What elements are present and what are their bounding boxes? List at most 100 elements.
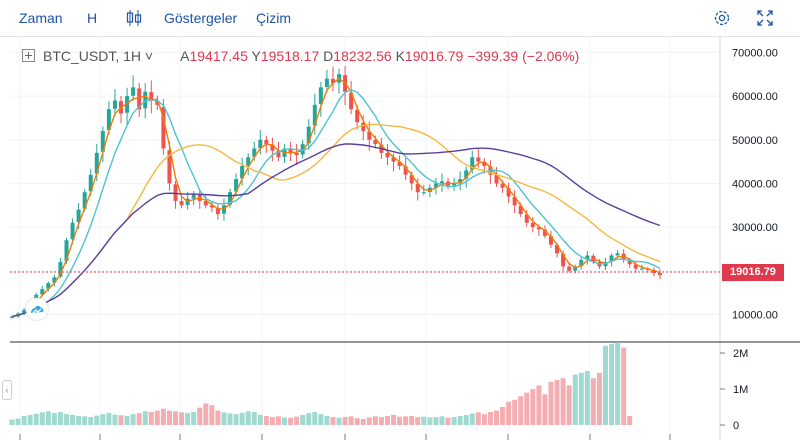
candle-body — [494, 175, 499, 184]
volume-bar — [554, 380, 560, 425]
interval-button[interactable]: H — [87, 10, 98, 26]
volume-bar — [70, 414, 76, 425]
candle-body — [106, 109, 111, 130]
candle-body — [627, 260, 632, 265]
volume-bar — [518, 396, 524, 425]
volume-bar — [530, 389, 536, 425]
candle-body — [209, 205, 214, 208]
volume-bar — [469, 413, 475, 425]
candle-body — [306, 126, 311, 144]
candle-body — [324, 78, 329, 87]
volume-bar — [9, 419, 15, 425]
volume-bar — [548, 381, 554, 425]
volume-bar — [263, 416, 269, 425]
candle-body — [125, 96, 130, 113]
volume-bar — [282, 417, 288, 425]
drawing-button[interactable]: Çizim — [256, 10, 291, 26]
candle-body — [58, 262, 63, 277]
symbol-label[interactable]: BTC_USDT, 1H — [43, 48, 142, 64]
candle-body — [391, 157, 396, 162]
volume-bar — [463, 414, 469, 425]
ohlc-legend: BTC_USDT, 1H ˅ A19417.45 Y19518.17 D1823… — [22, 48, 579, 64]
volume-bar — [615, 342, 621, 425]
ma-fast-line — [11, 77, 661, 318]
candle-body — [143, 91, 148, 109]
volume-bar — [124, 416, 130, 425]
candle-body — [506, 188, 511, 197]
candle-body — [512, 196, 517, 206]
candle-body — [246, 157, 251, 166]
volume-bar — [433, 417, 439, 425]
volume-bar — [39, 412, 45, 425]
volume-bar — [148, 412, 154, 425]
candle-body — [137, 88, 142, 110]
price-tick-label: 10000.00 — [732, 309, 778, 321]
volume-bar — [378, 417, 384, 425]
candle-body — [530, 222, 535, 228]
candle-body — [76, 209, 81, 223]
volume-bar — [590, 378, 596, 425]
chevron-down-icon[interactable]: ˅ — [141, 48, 157, 64]
candle-body — [330, 78, 335, 83]
volume-bar — [227, 413, 233, 425]
current-price-tag: 19016.79 — [722, 264, 784, 281]
candle-body — [361, 122, 366, 132]
volume-bar — [106, 412, 112, 425]
indicators-button[interactable]: Göstergeler — [164, 10, 238, 26]
logo-icon[interactable] — [26, 298, 48, 320]
volume-bar — [360, 418, 366, 425]
add-indicator-icon[interactable] — [22, 49, 35, 62]
candle-body — [258, 139, 263, 149]
candle-body — [367, 131, 372, 140]
high-value: 19518.17 — [260, 48, 320, 64]
candle-body — [349, 92, 354, 110]
candle-body — [397, 161, 402, 166]
candle-body — [561, 253, 566, 267]
candle-body — [633, 264, 638, 269]
volume-bar — [524, 392, 530, 425]
volume-bar — [112, 414, 118, 425]
candle-body — [651, 270, 656, 273]
volume-bar — [336, 417, 342, 425]
candle-body — [149, 92, 154, 101]
candle-body — [482, 161, 487, 166]
volume-bar — [397, 416, 403, 425]
timeframe-menu[interactable]: Zaman — [19, 10, 63, 26]
volume-bar — [118, 415, 124, 425]
volume-bar — [366, 417, 372, 425]
candle-body — [131, 87, 136, 96]
volume-bar — [203, 403, 209, 425]
volume-bar — [621, 347, 627, 425]
volume-bar — [566, 385, 572, 425]
volume-bar — [457, 416, 463, 425]
candle-body — [234, 179, 239, 192]
candle-body — [639, 268, 644, 270]
candle-body — [500, 183, 505, 188]
volume-bar — [542, 394, 548, 425]
pane-resize-handle[interactable]: ‹ — [2, 380, 12, 400]
volume-bar — [179, 412, 185, 425]
volume-bar — [269, 417, 275, 425]
candle-body — [82, 192, 87, 209]
candle-body — [439, 181, 444, 184]
candles-icon[interactable] — [123, 7, 145, 29]
volume-tick-label: 1M — [733, 384, 748, 396]
candle-body — [100, 131, 105, 152]
volume-bar — [384, 416, 390, 425]
volume-bar — [288, 417, 294, 425]
volume-bar — [275, 416, 281, 425]
settings-icon[interactable] — [711, 7, 733, 29]
candle-body — [288, 148, 293, 153]
volume-bar — [372, 416, 378, 425]
volume-bar — [15, 418, 21, 425]
volume-bar — [330, 417, 336, 425]
candle-body — [240, 165, 245, 179]
volume-bar — [584, 371, 590, 425]
volume-bar — [215, 410, 221, 425]
candle-body — [167, 150, 172, 184]
candle-body — [276, 151, 281, 158]
candle-body — [40, 289, 45, 295]
volume-bar — [233, 414, 239, 425]
fullscreen-icon[interactable] — [754, 7, 776, 29]
